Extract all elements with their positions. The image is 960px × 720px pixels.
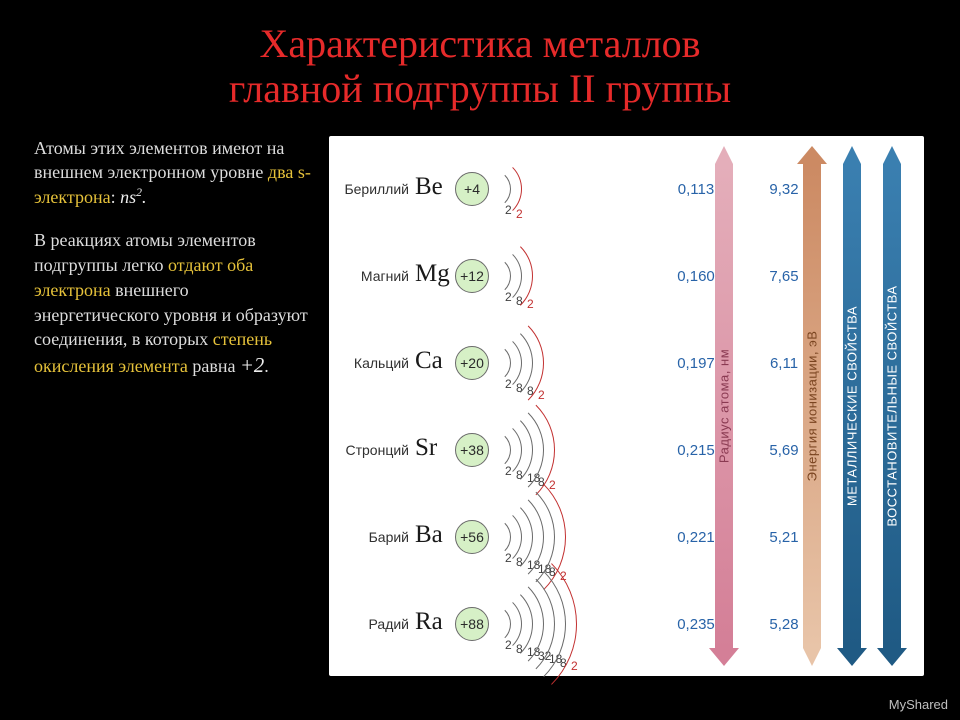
p1-f: . xyxy=(142,187,147,207)
paragraph-1: Атомы этих элементов имеют на внешнем эл… xyxy=(34,136,317,210)
element-row-ra: РадийRa+882818321882 xyxy=(337,581,717,668)
arrow-2: МЕТАЛЛИЧЕСКИЕ СВОЙСТВА xyxy=(837,146,867,666)
element-name: Барий xyxy=(337,529,415,545)
shell-electron-count: 2 xyxy=(538,388,545,402)
p2-f: +2 xyxy=(240,355,264,377)
arrow-1: Энергия ионизации, эВ xyxy=(797,146,827,666)
arrow-3: ВОССТАНОВИТЕЛЬНЫЕ СВОЙСТВА xyxy=(877,146,907,666)
shell-electron-count: 2 xyxy=(527,297,534,311)
element-row-be: БериллийBe+422 xyxy=(337,146,717,233)
p1-c: : xyxy=(111,187,121,207)
title-line-2: главной подгруппы II группы xyxy=(40,67,920,112)
arrow-label: ВОССТАНОВИТЕЛЬНЫЕ СВОЙСТВА xyxy=(885,285,900,526)
element-row-mg: МагнийMg+12282 xyxy=(337,233,717,320)
element-name: Радий xyxy=(337,616,415,632)
elements-diagram: БериллийBe+422МагнийMg+12282КальцийCa+20… xyxy=(329,136,924,676)
shell-electron-count: 2 xyxy=(571,659,578,673)
shell-electron-count: 2 xyxy=(516,207,523,221)
title-line-1: Характеристика металлов xyxy=(40,22,920,67)
description-text: Атомы этих элементов имеют на внешнем эл… xyxy=(34,136,329,676)
element-row-ca: КальцийCa+202882 xyxy=(337,320,717,407)
element-name: Кальций xyxy=(337,355,415,371)
element-name: Стронций xyxy=(337,442,415,458)
arrow-label: МЕТАЛЛИЧЕСКИЕ СВОЙСТВА xyxy=(845,306,860,506)
element-name: Бериллий xyxy=(337,181,415,197)
arrow-label: Энергия ионизации, эВ xyxy=(805,330,820,481)
p1-a: Атомы этих элементов имеют на внешнем эл… xyxy=(34,138,284,183)
element-name: Магний xyxy=(337,268,415,284)
arrow-0: Радиус атома, нм xyxy=(709,146,739,666)
watermark: MyShared xyxy=(889,697,948,712)
element-symbol: Be xyxy=(415,173,455,201)
arrow-label: Радиус атома, нм xyxy=(717,348,732,462)
p2-g: . xyxy=(264,356,269,376)
p1-d: ns xyxy=(120,187,136,207)
paragraph-2: В реакциях атомы элементов подгруппы лег… xyxy=(34,228,317,381)
p2-e: равна xyxy=(188,356,240,376)
